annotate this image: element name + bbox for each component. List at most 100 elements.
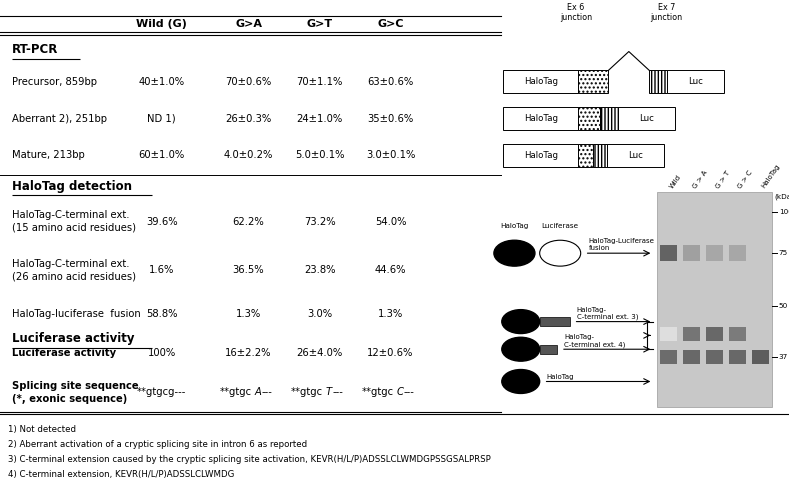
Text: (kDa): (kDa) [774,193,789,200]
Text: HaloTag-Luciferase
fusion: HaloTag-Luciferase fusion [589,238,654,250]
Text: Mature, 213bp: Mature, 213bp [12,150,84,160]
Text: Luc: Luc [639,114,653,123]
Text: **gtgcg---: **gtgcg--- [137,387,186,397]
Text: HaloTag: HaloTag [524,151,558,160]
Text: 1.3%: 1.3% [236,309,261,319]
Text: 100%: 100% [148,348,176,358]
Bar [540,345,557,354]
Bar [618,107,675,129]
Bar [593,144,607,166]
Text: HaloTag: HaloTag [547,374,574,380]
Bar [705,350,724,364]
Text: G>A: G>A [235,19,262,29]
Ellipse shape [540,240,581,266]
Bar [682,245,701,261]
Bar [503,107,578,129]
Text: 26±0.3%: 26±0.3% [226,114,271,124]
Text: 36.5%: 36.5% [233,265,264,275]
Text: **gtgc: **gtgc [220,387,252,397]
Bar [578,144,593,166]
Text: 2) Aberrant activation of a cryptic splicing site in intron 6 as reported: 2) Aberrant activation of a cryptic spli… [8,440,307,449]
Text: 63±0.6%: 63±0.6% [368,77,413,87]
Ellipse shape [502,310,540,334]
Text: G > T: G > T [714,169,731,189]
Text: Luc: Luc [628,151,642,160]
Text: 4.0±0.2%: 4.0±0.2% [224,150,273,160]
Text: HaloTag-
C-terminal ext. 3): HaloTag- C-terminal ext. 3) [577,307,638,320]
Text: T: T [326,387,331,397]
Text: Luciferase: Luciferase [541,223,579,229]
Bar [751,350,769,364]
Text: HaloTag-C-terminal ext.
(26 amino acid residues): HaloTag-C-terminal ext. (26 amino acid r… [12,259,136,281]
Text: Wild (G): Wild (G) [136,19,187,29]
Text: G>T: G>T [306,19,333,29]
Bar [660,327,678,341]
Bar [728,327,746,341]
Text: 58.8%: 58.8% [146,309,178,319]
Text: 54.0%: 54.0% [375,217,406,227]
Text: Luc: Luc [688,77,702,86]
Bar [607,144,664,166]
Text: Aberrant 2), 251bp: Aberrant 2), 251bp [12,114,107,124]
Text: Luciferase activity: Luciferase activity [12,332,134,345]
Ellipse shape [502,370,540,393]
Text: Ex 7
junction: Ex 7 junction [651,3,682,22]
Text: 12±0.6%: 12±0.6% [368,348,413,358]
Text: 3.0%: 3.0% [307,309,332,319]
Text: **gtgc: **gtgc [291,387,323,397]
Text: 39.6%: 39.6% [146,217,178,227]
Bar [649,70,667,93]
Text: 26±4.0%: 26±4.0% [297,348,342,358]
Text: Splicing site sequence
(*, exonic sequence): Splicing site sequence (*, exonic sequen… [12,381,138,403]
Text: HaloTag: HaloTag [760,163,781,189]
Text: 1) Not detected: 1) Not detected [8,425,76,434]
Text: 3) C-terminal extension caused by the cryptic splicing site activation, KEVR(H/L: 3) C-terminal extension caused by the cr… [8,455,491,464]
Text: 35±0.6%: 35±0.6% [368,114,413,124]
Bar [578,70,608,93]
Text: G > C: G > C [737,169,754,189]
Text: 24±1.0%: 24±1.0% [297,114,342,124]
Text: 4) C-terminal extension, KEVR(H/L/P)ADSSLCLWMDG: 4) C-terminal extension, KEVR(H/L/P)ADSS… [8,470,234,479]
Text: HaloTag-
C-terminal ext. 4): HaloTag- C-terminal ext. 4) [564,334,626,348]
Text: Ex 6
junction: Ex 6 junction [560,3,592,22]
Bar [728,245,746,261]
Text: HaloTag detection: HaloTag detection [12,180,132,193]
Text: 70±0.6%: 70±0.6% [226,77,271,87]
Text: 16±2.2%: 16±2.2% [226,348,271,358]
Text: 44.6%: 44.6% [375,265,406,275]
Text: HaloTag: HaloTag [524,114,558,123]
Text: ---: --- [403,387,414,397]
Text: 40±1.0%: 40±1.0% [139,77,185,87]
Text: HaloTag-luciferase  fusion: HaloTag-luciferase fusion [12,309,140,319]
Bar [503,144,578,166]
Text: A: A [254,387,261,397]
Text: ND 1): ND 1) [148,114,176,124]
Bar [728,350,746,364]
Text: 1.3%: 1.3% [378,309,403,319]
Text: 62.2%: 62.2% [233,217,264,227]
Text: G>C: G>C [377,19,404,29]
Text: 3.0±0.1%: 3.0±0.1% [366,150,415,160]
Bar [705,327,724,341]
Bar [660,245,678,261]
Text: Precursor, 859bp: Precursor, 859bp [12,77,97,87]
Text: 75: 75 [779,250,788,256]
Text: 37: 37 [779,354,788,360]
Text: Wild: Wild [668,173,682,189]
Text: 100: 100 [779,209,789,215]
Text: 5.0±0.1%: 5.0±0.1% [295,150,344,160]
Text: **gtgc: **gtgc [362,387,394,397]
Ellipse shape [502,337,540,361]
Bar [503,70,578,93]
Text: ---: --- [261,387,272,397]
Bar [660,350,678,364]
Text: ---: --- [332,387,343,397]
Bar [682,350,701,364]
Text: 50: 50 [779,303,788,309]
Text: 23.8%: 23.8% [304,265,335,275]
Bar [657,192,772,407]
Text: RT-PCR: RT-PCR [12,43,58,56]
Ellipse shape [494,240,535,266]
Text: 70±1.1%: 70±1.1% [297,77,342,87]
Bar [578,107,600,129]
